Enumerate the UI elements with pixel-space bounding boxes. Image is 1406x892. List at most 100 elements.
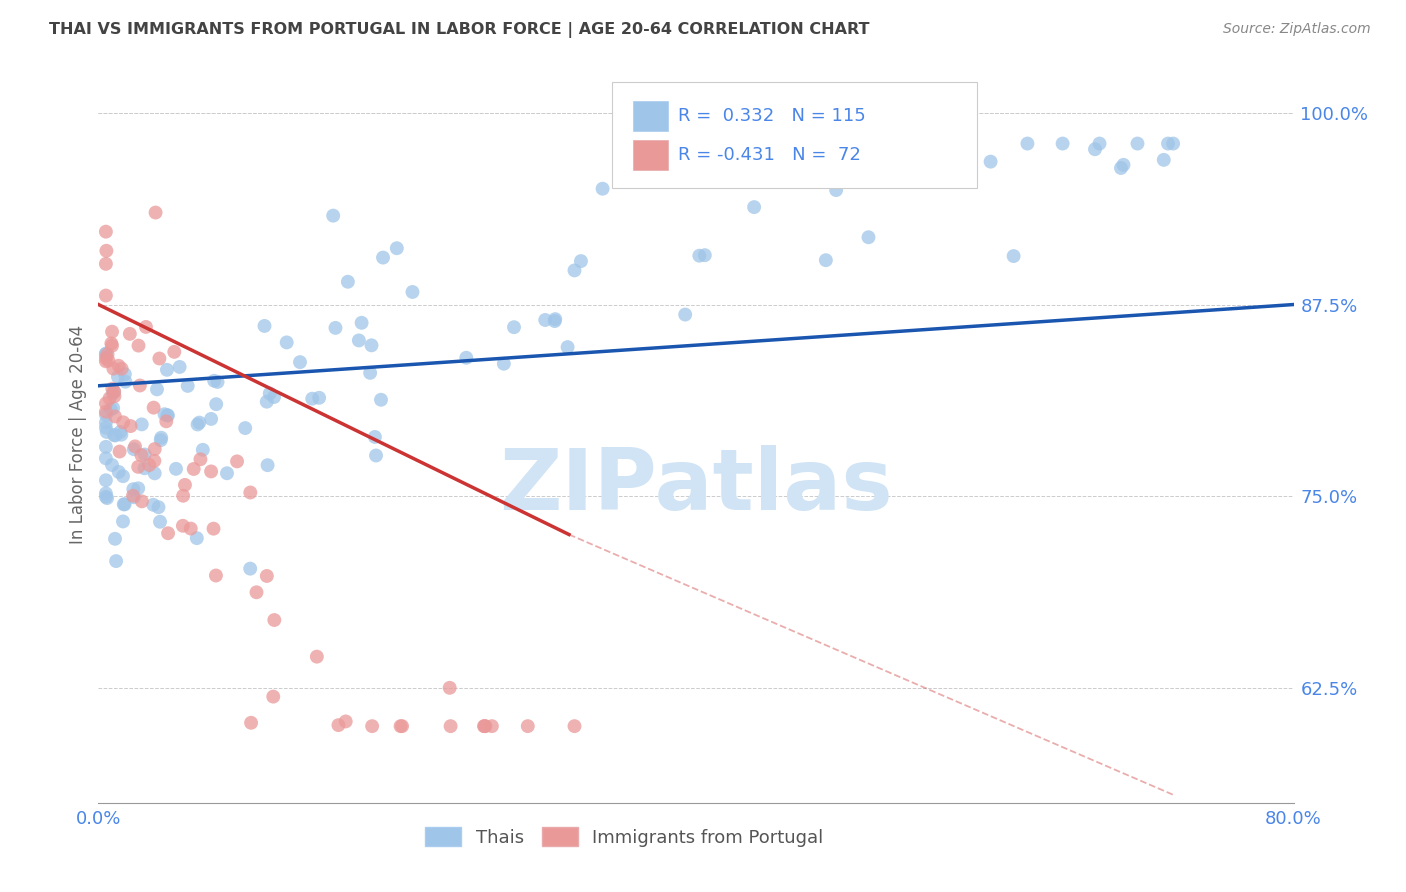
Point [105,554,128,568]
Point [94,354,117,368]
Point [401,285,423,299]
Point [94,490,117,504]
Point [101,386,124,401]
Point [143,454,166,468]
Point [187,417,209,432]
Point [165,462,187,476]
Point [163,344,186,359]
Point [481,719,503,733]
Point [96,244,118,258]
Point [503,320,526,334]
Point [101,382,124,396]
Point [350,316,373,330]
Point [94,225,117,239]
Point [202,522,225,536]
Point [190,452,212,467]
Point [100,402,122,417]
Point [263,613,285,627]
Point [104,409,127,424]
Point [200,412,222,426]
Point [128,338,150,352]
Point [111,361,134,376]
Point [157,526,180,541]
Point [205,397,228,411]
Point [742,200,765,214]
Point [100,336,122,351]
Point [143,442,166,456]
Point [172,518,194,533]
Point [1153,153,1175,167]
Point [389,719,412,733]
Point [101,325,124,339]
Point [516,719,538,733]
Point [233,421,256,435]
FancyBboxPatch shape [613,81,977,188]
Point [825,183,848,197]
Point [226,454,249,468]
Point [101,339,124,353]
Point [142,401,165,415]
Point [134,461,156,475]
Point [94,346,117,360]
Point [191,442,214,457]
Point [328,718,350,732]
Point [305,649,328,664]
Point [150,431,173,445]
Point [110,427,132,442]
Point [325,321,347,335]
Point [253,318,276,333]
Point [814,253,837,268]
Point [103,428,125,442]
Point [688,249,710,263]
Point [202,374,225,388]
Point [148,500,170,515]
Point [149,515,172,529]
FancyBboxPatch shape [633,140,668,170]
Point [215,467,238,481]
Point [156,409,179,423]
Point [239,485,262,500]
Point [94,404,117,418]
Legend: Thais, Immigrants from Portugal: Thais, Immigrants from Portugal [425,828,824,847]
Point [111,515,134,529]
Point [364,430,387,444]
Point [131,494,153,508]
Text: THAI VS IMMIGRANTS FROM PORTUGAL IN LABOR FORCE | AGE 20-64 CORRELATION CHART: THAI VS IMMIGRANTS FROM PORTUGAL IN LABO… [49,22,870,38]
Point [308,391,330,405]
Point [96,491,118,505]
Point [1017,136,1039,151]
Point [103,384,125,399]
Point [207,375,229,389]
Point [112,469,135,483]
Point [673,308,696,322]
Point [1002,249,1025,263]
Point [980,154,1002,169]
Point [188,416,211,430]
Point [180,522,202,536]
Point [240,715,263,730]
Point [114,497,136,511]
Point [107,359,129,373]
Point [142,498,165,512]
Point [858,230,880,244]
Point [1126,136,1149,151]
Point [174,478,197,492]
Point [114,375,136,389]
Point [439,681,461,695]
Point [107,465,129,479]
Point [1112,158,1135,172]
Point [122,442,145,457]
Point [361,719,384,733]
Point [94,257,117,271]
Point [94,408,117,422]
Point [146,383,169,397]
Text: ZIPatlas: ZIPatlas [499,445,893,528]
Point [569,254,592,268]
Point [131,448,153,462]
Point [359,366,381,380]
Point [256,569,278,583]
Point [94,396,117,410]
Point [301,392,323,406]
Point [205,568,228,582]
Point [110,425,132,439]
